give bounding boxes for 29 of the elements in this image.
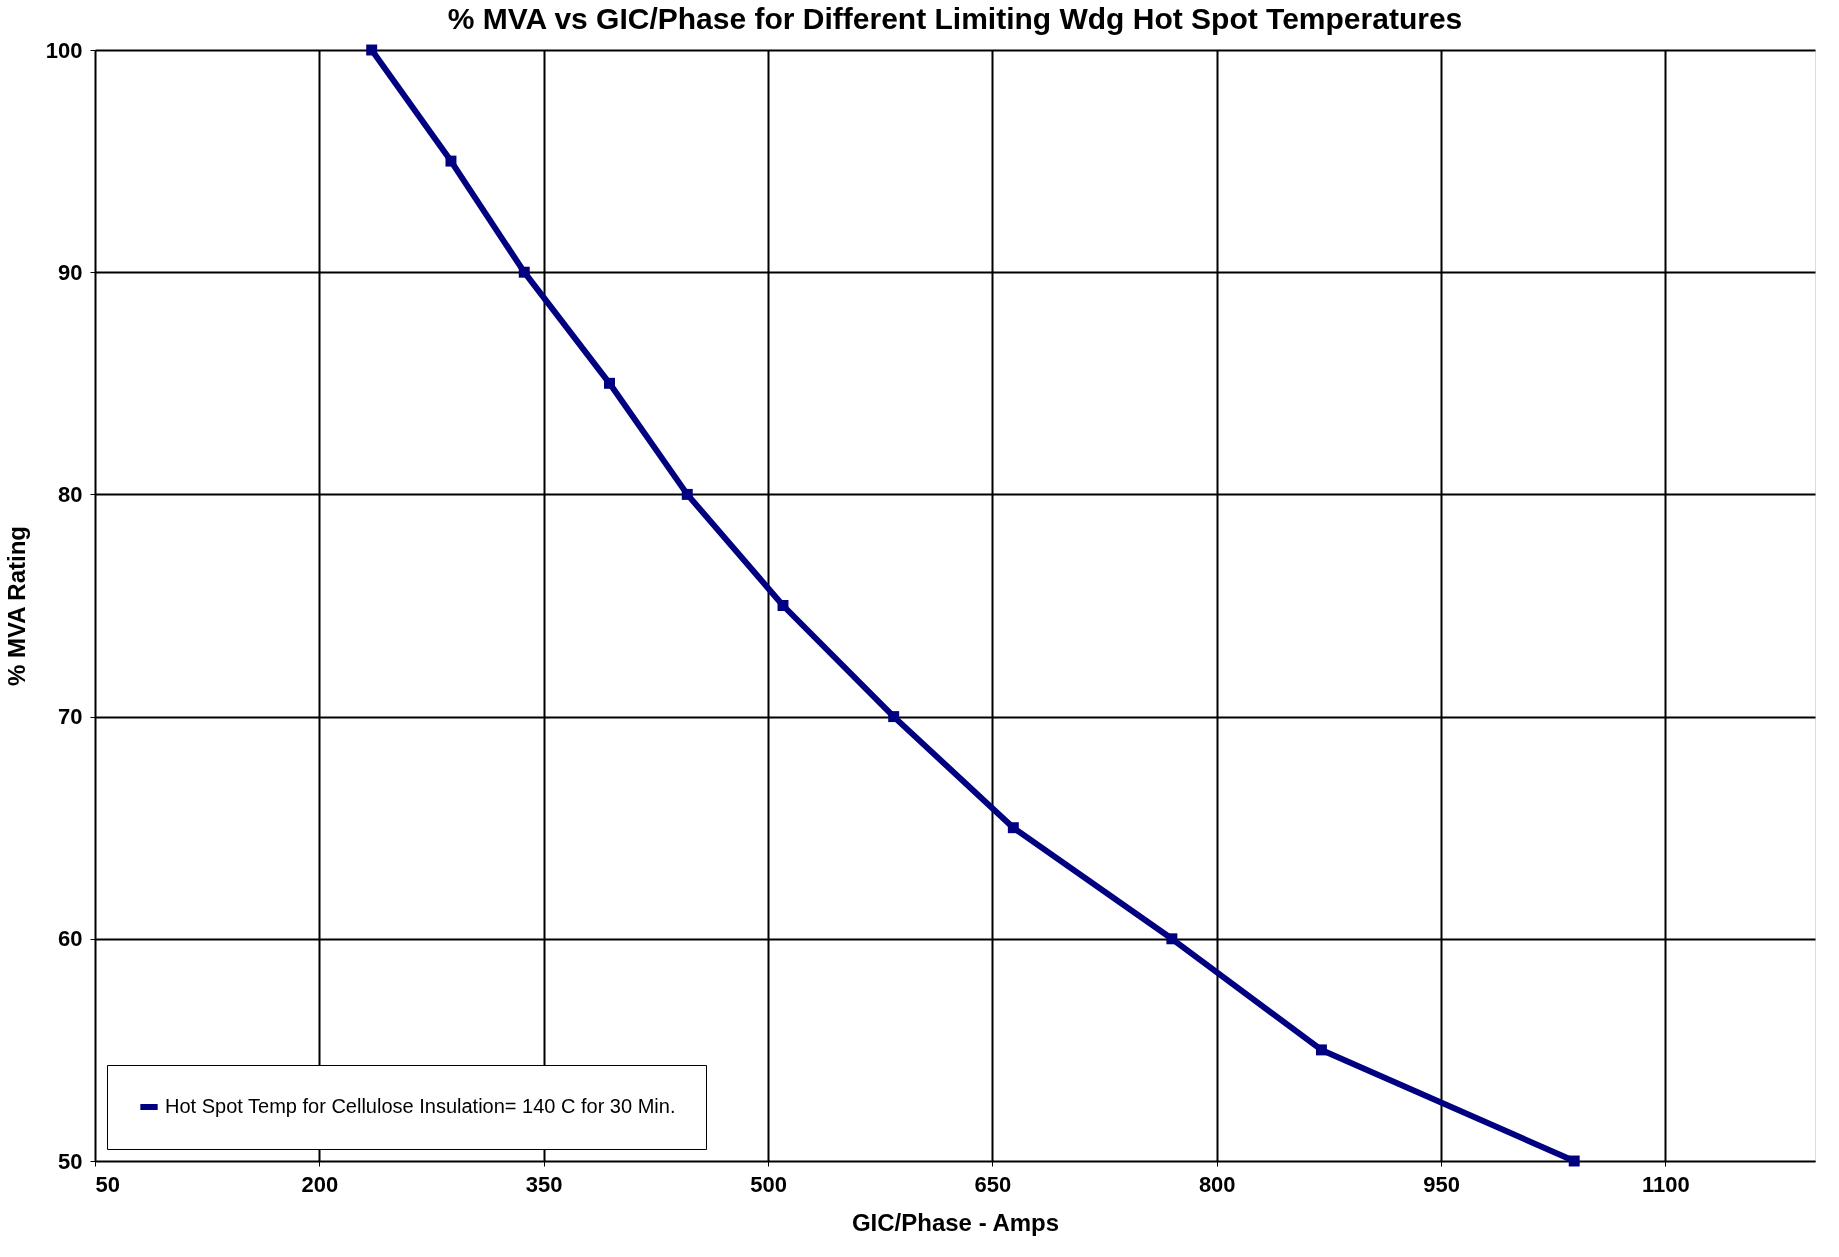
x-tick-label: 800	[1198, 1171, 1236, 1197]
chart-title: % MVA vs GIC/Phase for Different Limiting Wdg Hot Spot Temperatures	[447, 2, 1463, 35]
x-tick-label: 200	[301, 1171, 339, 1197]
point	[777, 600, 789, 611]
x-tick-label: 50	[95, 1171, 120, 1197]
point	[1315, 1044, 1327, 1056]
x-tick-label: 1100	[1642, 1171, 1690, 1197]
y-axis-title: % MVA Rating	[2, 526, 30, 686]
x-axis-title: GIC/Phase - Amps	[851, 1208, 1060, 1236]
point	[366, 44, 378, 56]
legend-label: Hot Spot Temp for Cellulose Insulation= 140 C for 30 Min.	[165, 1095, 676, 1117]
x-tick-label: 500	[750, 1171, 787, 1197]
y-tick-label: 90	[58, 259, 83, 285]
y-tick-label: 50	[58, 1148, 83, 1174]
point	[1568, 1155, 1580, 1167]
point	[1007, 822, 1019, 834]
point	[604, 377, 615, 389]
point	[888, 711, 900, 723]
x-tick-label: 350	[525, 1171, 563, 1197]
point	[1166, 933, 1178, 945]
y-tick-label: 80	[58, 481, 83, 507]
point	[518, 266, 530, 278]
x-tick-label: 650	[974, 1171, 1012, 1197]
point	[445, 155, 457, 167]
y-tick-label: 60	[58, 926, 83, 952]
y-tick-label: 70	[58, 704, 83, 730]
point	[681, 488, 693, 500]
x-tick-label: 950	[1423, 1171, 1460, 1197]
y-tick-label: 100	[45, 37, 83, 63]
